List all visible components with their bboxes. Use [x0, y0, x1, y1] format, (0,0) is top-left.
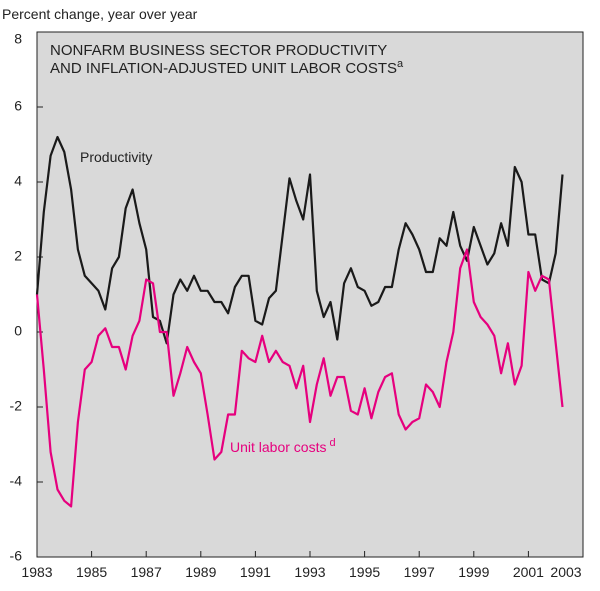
y-tick-label: 0 — [14, 323, 22, 339]
series-label: Productivity — [80, 149, 152, 165]
chart-title: AND INFLATION-ADJUSTED UNIT LABOR COSTSa — [50, 58, 404, 77]
x-tick-label: 1987 — [131, 564, 162, 580]
x-tick-label: 2001 — [513, 564, 544, 580]
x-tick-label: 1995 — [349, 564, 380, 580]
x-tick-label: 1993 — [294, 564, 325, 580]
label-text: Unit labor costs — [230, 439, 326, 455]
y-tick-label: -6 — [10, 548, 23, 564]
series-label: Unit labor costs d — [230, 437, 336, 455]
x-tick-label: 1997 — [404, 564, 435, 580]
x-tick-label: 1999 — [458, 564, 489, 580]
title-line: AND INFLATION-ADJUSTED UNIT LABOR COSTS — [50, 60, 397, 77]
series-line — [35, 248, 564, 508]
x-tick-label: 1985 — [76, 564, 107, 580]
y-tick-label: -2 — [10, 398, 23, 414]
y-tick-label: -4 — [10, 473, 23, 489]
label-superscript: d — [329, 437, 335, 449]
chart-title: NONFARM BUSINESS SECTOR PRODUCTIVITY — [50, 42, 387, 59]
x-tick-label: 2003 — [550, 564, 581, 580]
y-tick-label: 2 — [14, 248, 22, 264]
y-tick-label: 8 — [14, 31, 22, 47]
x-tick-label: 1991 — [240, 564, 271, 580]
y-tick-label: 4 — [14, 173, 22, 189]
plot-area — [36, 31, 584, 558]
series-line — [35, 135, 564, 345]
x-tick-label: 1983 — [21, 564, 52, 580]
y-tick-label: 6 — [14, 98, 22, 114]
x-tick-label: 1989 — [185, 564, 216, 580]
y-axis-label: Percent change, year over year — [2, 6, 198, 22]
title-superscript: a — [397, 58, 404, 70]
